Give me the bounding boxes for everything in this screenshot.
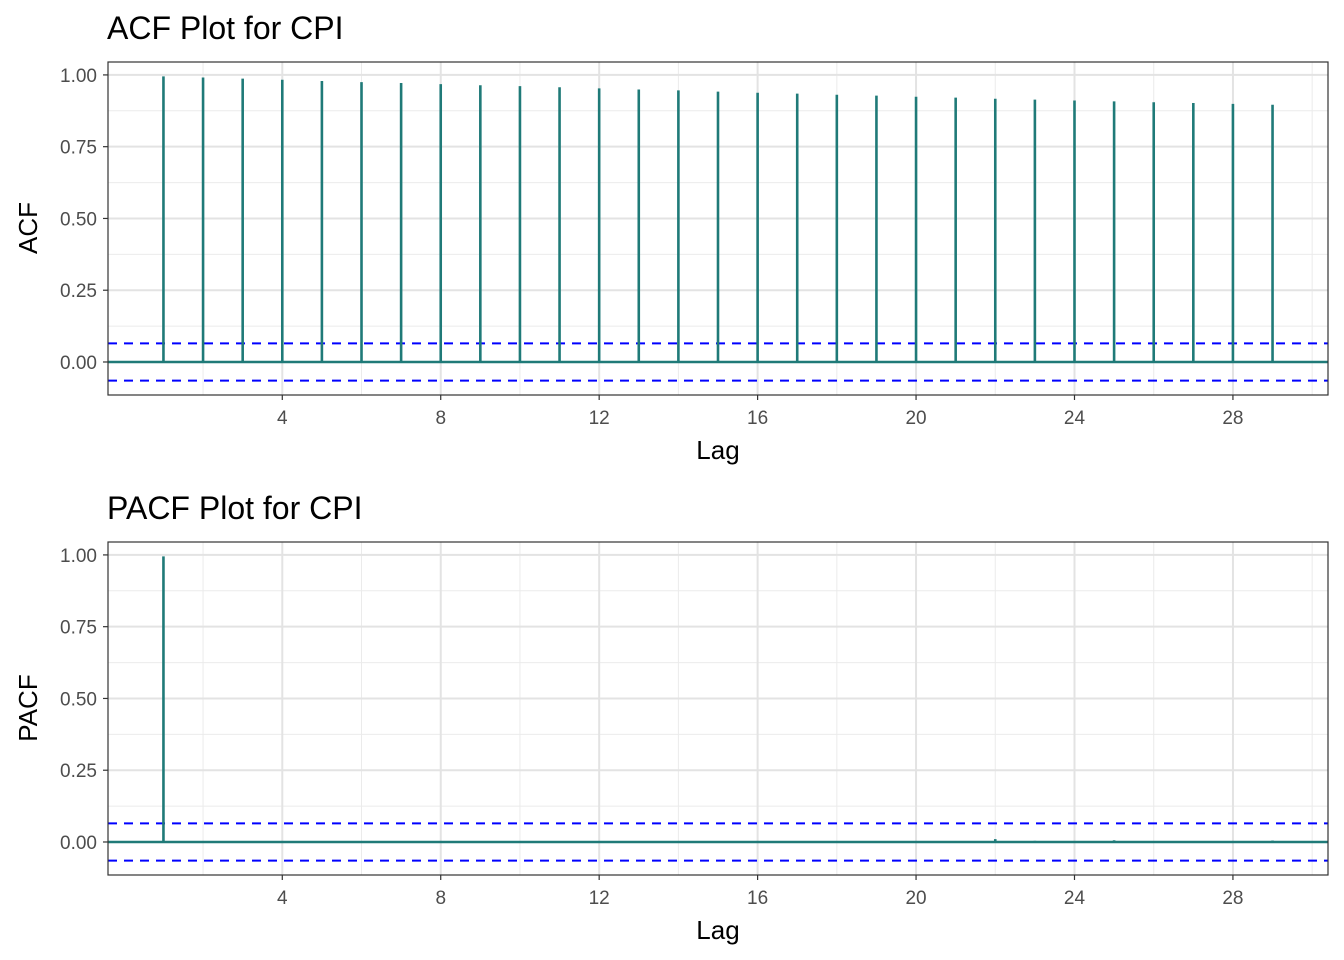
acf-x-tick-label: 28: [1222, 408, 1243, 429]
pacf-x-tick-label: 12: [589, 888, 610, 909]
pacf-y-axis-title: PACF: [13, 674, 43, 741]
pacf-x-tick-labels: 4 8 12 16 20 24 28: [277, 888, 1244, 909]
pacf-y-tick-label: 1.00: [60, 546, 97, 567]
pacf-x-tick-label: 28: [1222, 888, 1243, 909]
pacf-x-axis-title: Lag: [696, 915, 739, 945]
pacf-panel: PACF Plot for CPI 0.00 0.25 0.50 0.75 1.…: [13, 490, 1329, 945]
acf-x-tick-labels: 4 8 12 16 20 24 28: [277, 408, 1244, 429]
acf-title: ACF Plot for CPI: [107, 10, 344, 46]
acf-x-axis-title: Lag: [696, 435, 739, 465]
acf-y-tick-label: 0.25: [60, 281, 97, 302]
pacf-y-tick-label: 0.75: [60, 618, 97, 639]
acf-y-tick-label: 0.50: [60, 209, 97, 230]
pacf-x-tick-label: 4: [277, 888, 288, 909]
acf-y-tick-label: 0.75: [60, 138, 97, 159]
pacf-x-tick-label: 8: [435, 888, 446, 909]
acf-x-tick-label: 16: [747, 408, 768, 429]
pacf-bars: [108, 556, 1328, 844]
pacf-y-tick-labels: 0.00 0.25 0.50 0.75 1.00: [60, 546, 97, 854]
pacf-plot-background: [108, 542, 1328, 875]
acf-bars: [108, 76, 1328, 364]
pacf-plot-border: [107, 541, 1329, 876]
acf-y-tick-label: 1.00: [60, 66, 97, 87]
acf-y-axis-title: ACF: [13, 202, 43, 254]
pacf-x-tick-label: 16: [747, 888, 768, 909]
pacf-x-tick-label: 24: [1064, 888, 1086, 909]
pacf-tick-marks: [103, 554, 1234, 880]
pacf-title: PACF Plot for CPI: [107, 490, 362, 526]
pacf-y-tick-label: 0.50: [60, 689, 97, 710]
acf-plot-border: [107, 61, 1329, 396]
pacf-y-tick-label: 0.25: [60, 761, 97, 782]
acf-x-tick-label: 8: [435, 408, 446, 429]
acf-x-tick-label: 4: [277, 408, 288, 429]
acf-tick-marks: [103, 74, 1234, 400]
acf-x-tick-label: 20: [905, 408, 926, 429]
acf-panel: ACF Plot for CPI 0.00 0.25 0.50 0.75 1.0…: [13, 10, 1329, 465]
pacf-confidence-bounds: [108, 822, 1328, 862]
acf-y-tick-labels: 0.00 0.25 0.50 0.75 1.00: [60, 66, 97, 374]
acf-x-tick-label: 24: [1064, 408, 1086, 429]
acf-y-tick-label: 0.00: [60, 353, 97, 374]
acf-x-tick-label: 12: [589, 408, 610, 429]
pacf-y-tick-label: 0.00: [60, 833, 97, 854]
pacf-x-tick-label: 20: [905, 888, 926, 909]
